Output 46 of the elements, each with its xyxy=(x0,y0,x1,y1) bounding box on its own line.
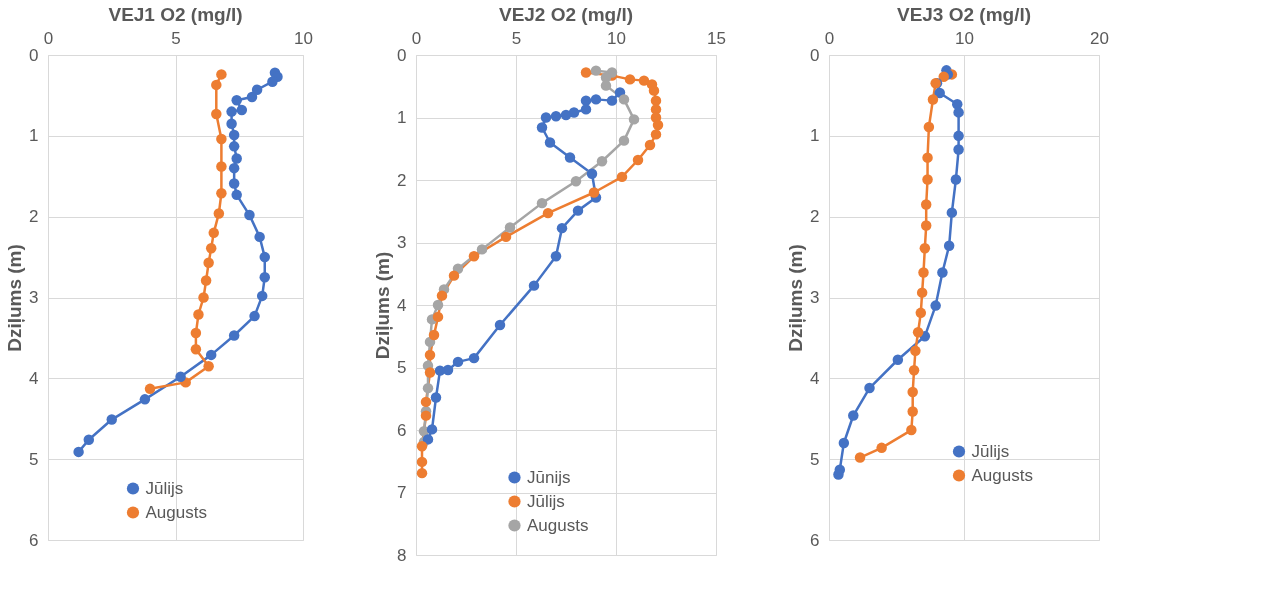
y-tick-label: 7 xyxy=(397,483,407,502)
x-tick-label: 10 xyxy=(607,28,626,48)
x-tick-label: 5 xyxy=(171,28,181,48)
chart-title: VEJ3 O2 (mg/l) xyxy=(896,4,1032,25)
y-tick-label: 0 xyxy=(810,45,820,65)
y-tick-label: 1 xyxy=(397,108,407,127)
y-tick-label: 6 xyxy=(397,420,407,440)
y-axis-title: Dziļums (m) xyxy=(4,244,26,352)
y-tick-label: 1 xyxy=(29,126,39,146)
y-tick-label: 2 xyxy=(397,170,407,190)
legend-label: Jūlijs xyxy=(971,441,1010,461)
x-tick-label: 20 xyxy=(1090,28,1109,48)
legend-label: Jūlijs xyxy=(145,478,184,498)
x-tick-label: 10 xyxy=(955,28,974,48)
y-tick-label: 6 xyxy=(29,530,39,550)
x-tick-label: 10 xyxy=(294,28,313,48)
x-tick-label: 0 xyxy=(411,28,422,48)
y-tick-label: 0 xyxy=(29,45,39,65)
y-tick-label: 6 xyxy=(810,530,820,550)
legend-label: Jūlijs xyxy=(527,491,565,511)
y-tick-label: 3 xyxy=(397,233,407,252)
y-tick-label: 3 xyxy=(29,288,39,307)
y-tick-label: 3 xyxy=(810,288,820,307)
x-tick-label: 0 xyxy=(824,28,835,48)
x-tick-label: 15 xyxy=(707,28,726,48)
x-tick-label: 0 xyxy=(43,28,54,48)
chart-title: VEJ2 O2 (mg/l) xyxy=(498,4,634,25)
chart-title: VEJ1 O2 (mg/l) xyxy=(108,4,243,25)
y-axis-title: Dziļums (m) xyxy=(372,251,394,360)
legend-label: Augusts xyxy=(145,502,207,522)
x-tick-label: 5 xyxy=(511,28,522,48)
y-axis-title: Dziļums (m) xyxy=(785,244,807,352)
y-tick-label: 1 xyxy=(810,126,820,146)
y-tick-label: 0 xyxy=(397,45,407,65)
y-tick-label: 5 xyxy=(397,358,407,377)
y-tick-label: 5 xyxy=(810,449,820,469)
y-tick-label: 2 xyxy=(29,207,39,227)
y-tick-label: 4 xyxy=(397,295,407,315)
legend-label: Augusts xyxy=(527,515,589,535)
legend-label: Jūnijs xyxy=(527,467,571,487)
legend-label: Augusts xyxy=(971,465,1033,485)
y-tick-label: 2 xyxy=(810,207,820,227)
y-tick-label: 4 xyxy=(810,368,820,388)
y-tick-label: 4 xyxy=(29,368,39,388)
y-tick-label: 8 xyxy=(397,545,407,565)
y-tick-label: 5 xyxy=(29,449,39,469)
